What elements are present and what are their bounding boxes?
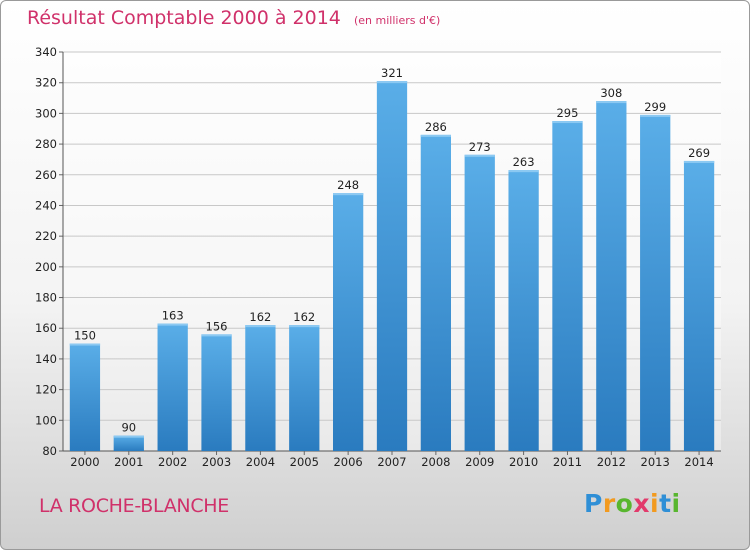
x-tick-label: 2000 [70, 455, 99, 469]
bar-highlight [508, 170, 539, 173]
bar-highlight [245, 325, 276, 328]
y-tick-label: 280 [35, 137, 57, 151]
y-tick-label: 200 [35, 260, 57, 274]
bar-highlight [640, 114, 671, 117]
y-tick-label: 100 [35, 413, 57, 427]
y-tick-label: 220 [35, 229, 57, 243]
x-tick-label: 2013 [641, 455, 670, 469]
bar-highlight [157, 323, 188, 326]
bar-highlight [464, 154, 495, 157]
bar-highlight [113, 435, 144, 438]
data-label: 286 [425, 120, 447, 134]
bar [69, 343, 101, 451]
logo-letter: i [671, 489, 681, 518]
chart-title: Résultat Comptable 2000 à 2014 [27, 7, 341, 29]
data-label: 299 [644, 100, 666, 114]
y-tick-label: 260 [35, 168, 57, 182]
logo-letter: P [584, 489, 603, 518]
data-label: 163 [162, 309, 184, 323]
x-tick-label: 2005 [290, 455, 319, 469]
y-tick-label: 240 [35, 198, 57, 212]
x-tick-label: 2006 [333, 455, 362, 469]
data-label: 162 [293, 310, 315, 324]
bar [420, 134, 452, 451]
bar-highlight [376, 81, 408, 84]
x-tick-label: 2008 [421, 455, 450, 469]
bar [683, 160, 715, 451]
bar [464, 154, 495, 452]
bar [376, 81, 408, 452]
bar [157, 323, 188, 451]
bar-highlight [69, 343, 101, 346]
x-tick-label: 2003 [202, 455, 231, 469]
logo-letter: x [633, 489, 650, 518]
x-tick-label: 2002 [158, 455, 187, 469]
y-tick-label: 180 [35, 291, 57, 305]
x-tick-label: 2014 [684, 455, 713, 469]
data-label: 263 [513, 155, 535, 169]
data-label: 156 [206, 319, 228, 333]
logo-letter: r [602, 489, 616, 518]
bar [332, 193, 364, 451]
bar [113, 435, 144, 451]
data-label: 162 [249, 310, 271, 324]
city-label: LA ROCHE-BLANCHE [39, 495, 229, 517]
chart-subtitle: (en milliers d'€) [353, 14, 441, 27]
y-tick-label: 140 [35, 352, 57, 366]
y-tick-label: 160 [35, 321, 57, 335]
x-tick-label: 2007 [377, 455, 406, 469]
bar [289, 325, 320, 451]
data-label: 90 [121, 421, 136, 435]
x-tick-label: 2004 [246, 455, 275, 469]
bar [245, 325, 276, 451]
logo-letter: t [659, 489, 672, 518]
y-tick-label: 340 [35, 45, 57, 59]
x-tick-label: 2011 [553, 455, 582, 469]
bar [201, 334, 232, 451]
data-label: 321 [381, 66, 403, 80]
y-tick-label: 120 [35, 383, 57, 397]
bar-highlight [552, 121, 583, 124]
bar [508, 170, 539, 451]
x-tick-label: 2001 [114, 455, 143, 469]
data-label: 269 [688, 146, 710, 160]
y-tick-label: 300 [35, 106, 57, 120]
x-tick-label: 2009 [465, 455, 494, 469]
data-label: 273 [469, 140, 491, 154]
data-label: 308 [600, 86, 622, 100]
bar [640, 114, 671, 452]
logo-letter: o [615, 489, 634, 518]
data-label: 248 [337, 178, 359, 192]
y-tick-label: 80 [42, 444, 57, 458]
logo-letter: i [650, 489, 660, 518]
bar-highlight [201, 334, 232, 337]
bar-highlight [596, 101, 627, 104]
data-label: 150 [74, 329, 96, 343]
x-tick-label: 2012 [597, 455, 626, 469]
bar [552, 121, 583, 452]
data-label: 295 [556, 106, 578, 120]
bar [596, 101, 627, 451]
proxiti-logo: Proxiti [584, 489, 681, 518]
bar-highlight [289, 325, 320, 328]
y-tick-label: 320 [35, 76, 57, 90]
x-tick-label: 2010 [509, 455, 538, 469]
bar-highlight [683, 160, 715, 163]
bar-highlight [420, 134, 452, 137]
bar-highlight [332, 193, 364, 196]
title-row: Résultat Comptable 2000 à 2014 (en milli… [27, 7, 440, 29]
